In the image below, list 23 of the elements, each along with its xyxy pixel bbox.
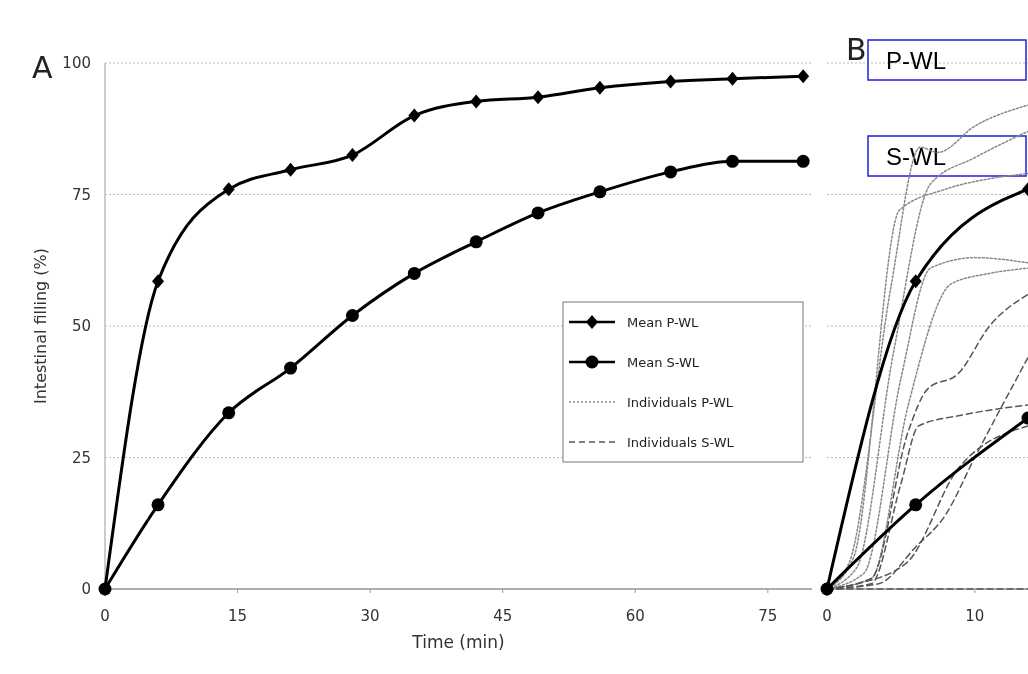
x-tick-label: 45	[493, 607, 513, 625]
x-tick-label: 15	[228, 607, 248, 625]
y-tick-label: 0	[81, 580, 91, 598]
text: Individuals S-WL	[627, 435, 734, 450]
x-tick-label: 0	[822, 607, 832, 625]
chart-title: A	[32, 50, 53, 85]
y-tick-label: 100	[62, 54, 91, 72]
x-tick-label: 75	[758, 607, 778, 625]
y-tick-label: 50	[71, 317, 91, 335]
x-tick-label: 0	[100, 607, 110, 625]
y-tick-label: 25	[71, 448, 91, 467]
legend-label: Mean S-WL	[627, 355, 700, 370]
x-tick-label: 60	[625, 607, 645, 625]
x-tick-label: 30	[360, 607, 380, 625]
x-axis-title: Time (min)	[411, 632, 505, 652]
y-tick-label: 75	[71, 185, 91, 204]
chart-title: B	[846, 32, 867, 67]
text: Individuals P-WL	[627, 395, 734, 410]
annotation: P-WL	[886, 47, 946, 74]
y-axis-title: Intestinal filling (%)	[31, 248, 50, 404]
legend-label: Mean P-WL	[627, 315, 700, 330]
x-tick-label: 10	[965, 607, 985, 625]
annotation: S-WL	[886, 143, 946, 170]
